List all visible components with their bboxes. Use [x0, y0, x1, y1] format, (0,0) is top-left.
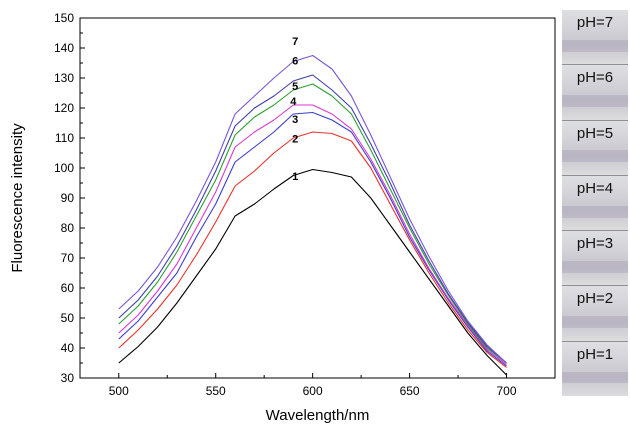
series-line-4 [118, 104, 507, 365]
y-tick-label: 90 [61, 191, 75, 205]
curve-label-5: 5 [292, 81, 298, 93]
y-tick-label: 60 [61, 281, 75, 295]
y-axis: 30 40 50 60 70 80 90 100 110 120 130 140 150 [54, 11, 85, 385]
y-axis-title: Fluorescence intensity [9, 123, 26, 273]
series-line-7 [118, 54, 507, 364]
series-layer [118, 54, 507, 376]
x-axis: 500 550 600 650 700 [109, 373, 517, 398]
y-tick-label: 150 [54, 11, 74, 25]
photo-label: pH=7 [576, 14, 614, 31]
y-tick-label: 70 [61, 251, 75, 265]
curve-label-6: 6 [292, 56, 298, 68]
photo-label: pH=2 [576, 290, 614, 308]
photo-ph-2: pH=2 [562, 285, 628, 341]
y-tick-label: 120 [54, 101, 74, 115]
y-tick-label: 140 [54, 41, 74, 55]
photo-label: pH=1 [576, 345, 614, 363]
photo-ph-1: pH=1 [562, 340, 628, 396]
photo-label: pH=5 [576, 124, 614, 142]
fluorescence-chart: 30 40 50 60 70 80 90 100 110 120 130 140 150 500 550 6… [9, 11, 556, 424]
y-tick-label: 130 [54, 71, 74, 85]
series-line-5 [118, 83, 507, 364]
x-tick-label: 550 [206, 384, 226, 398]
curve-labels: 7 6 5 4 3 2 1 [290, 36, 298, 183]
curve-label-4: 4 [290, 96, 297, 108]
photo-ph-4: pH=4 [562, 174, 628, 231]
photo-ph-7: pH=7 [562, 10, 628, 65]
y-tick-label: 40 [61, 341, 75, 355]
photo-ph-6: pH=6 [562, 64, 628, 120]
photo-label: pH=6 [576, 69, 614, 87]
photo-ph-3: pH=3 [562, 230, 628, 286]
x-tick-label: 500 [109, 384, 129, 398]
curve-label-2: 2 [292, 134, 298, 146]
series-line-2 [118, 131, 507, 368]
x-tick-label: 600 [303, 384, 323, 398]
photo-label: pH=3 [576, 235, 614, 253]
x-tick-label: 650 [400, 384, 420, 398]
series-line-1 [118, 168, 507, 376]
curve-label-3: 3 [292, 114, 298, 126]
ph-photo-strip: pH=7 pH=6 pH=5 pH=4 pH=3 pH=2 pH=1 [562, 10, 628, 396]
y-tick-label: 80 [61, 221, 75, 235]
curve-label-7: 7 [292, 36, 298, 48]
y-tick-label: 100 [54, 161, 74, 175]
plot-frame [79, 17, 556, 379]
photo-label: pH=4 [576, 179, 614, 197]
y-tick-label: 50 [61, 311, 75, 325]
x-axis-title: Wavelength/nm [266, 407, 370, 424]
y-tick-label: 30 [61, 371, 75, 385]
photo-ph-5: pH=5 [562, 119, 628, 175]
curve-label-1: 1 [292, 171, 298, 183]
series-line-3 [118, 111, 507, 367]
series-line-6 [118, 74, 507, 364]
x-tick-label: 700 [497, 384, 517, 398]
y-tick-label: 110 [55, 131, 74, 145]
